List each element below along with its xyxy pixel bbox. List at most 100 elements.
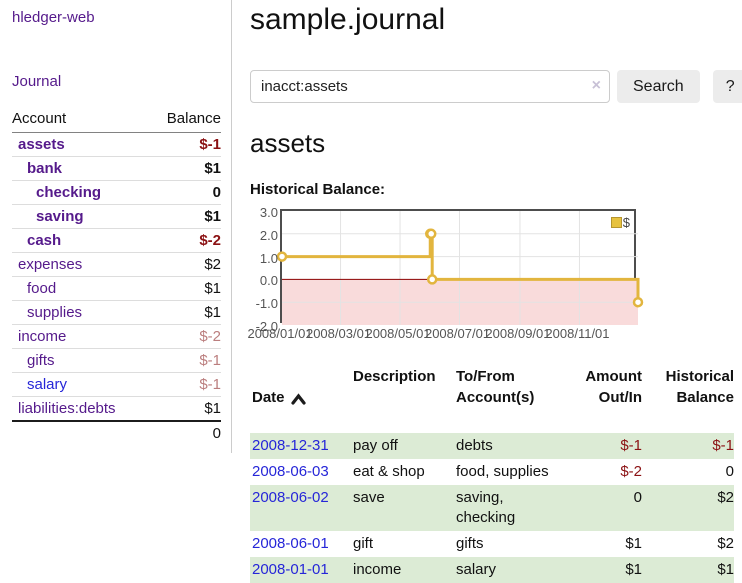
account-balance: $-2: [199, 328, 221, 345]
transaction-row[interactable]: 2008-12-31 pay off debts $-1 $-1: [250, 433, 734, 459]
account-balance: $1: [204, 304, 221, 321]
transaction-description: pay off: [353, 437, 398, 454]
account-balance: $1: [204, 160, 221, 177]
sidebar-item-journal[interactable]: Journal: [12, 73, 62, 90]
account-balance: $1: [204, 400, 221, 417]
legend-swatch-icon: [610, 217, 622, 228]
account-balance: $2: [204, 256, 221, 273]
balance-column-header: Balance: [149, 108, 221, 133]
transaction-date-link[interactable]: 2008-06-02: [252, 489, 329, 506]
y-axis-tick-label: -2.0: [255, 319, 278, 334]
account-link-salary[interactable]: salary: [27, 376, 68, 393]
transaction-date-link[interactable]: 2008-12-31: [252, 437, 329, 454]
transaction-date-link[interactable]: 2008-06-01: [252, 535, 329, 552]
description-column-header: Description: [353, 368, 436, 385]
chart-label: Historical Balance:: [250, 181, 386, 198]
sort-ascending-icon: [290, 392, 306, 405]
y-axis-tick-label: 3.0: [259, 205, 278, 220]
account-balance: $-1: [199, 376, 221, 393]
chart-canvas: [276, 211, 644, 325]
legend-label: $: [622, 215, 630, 230]
transaction-balance: $-1: [712, 437, 734, 454]
balance-chart: $ 3.0 2.0 1.0 0.0 -1.0 -2.0 2008/01/01 2008/03…: [247, 206, 742, 341]
x-axis-tick-label: 2008/09/01: [485, 326, 551, 341]
transaction-description: save: [353, 489, 385, 506]
help-button[interactable]: ?: [712, 70, 742, 103]
account-link-saving[interactable]: saving: [36, 208, 84, 225]
account-tree-body: assets $-1 bank $1 checking 0 saving $1 cash $-2 e…: [12, 133, 221, 422]
register-table-body: 2008-12-31 pay off debts $-1 $-1 2008-06-03 ea…: [250, 433, 734, 583]
transaction-date-link[interactable]: 2008-06-03: [252, 463, 329, 480]
account-link-supplies[interactable]: supplies: [27, 304, 83, 321]
chart-plot-area: $ 3.0 2.0 1.0 0.0 -1.0 -2.0: [256, 206, 644, 333]
transaction-amount: $-1: [620, 437, 642, 454]
transaction-amount: $1: [625, 561, 642, 578]
search-input[interactable]: [250, 70, 610, 103]
account-balance: $-1: [199, 352, 221, 369]
main-content: sample.journal × Search ? assets Histori…: [232, 0, 742, 583]
account-column-header: Account: [12, 108, 150, 133]
account-link-food[interactable]: food: [27, 280, 57, 297]
transaction-date-link[interactable]: 2008-01-01: [252, 561, 329, 578]
transaction-amount: $1: [625, 535, 642, 552]
page-title: sample.journal: [250, 3, 446, 36]
transaction-description: eat & shop: [353, 463, 425, 480]
search-button[interactable]: Search: [617, 70, 700, 103]
transaction-row[interactable]: 2008-06-03 eat & shop food, supplies $-2 0: [250, 459, 734, 485]
account-row: supplies $1: [12, 300, 221, 325]
y-axis-tick-label: 1.0: [259, 250, 278, 266]
transaction-balance: $1: [717, 561, 734, 578]
account-link-assets[interactable]: assets: [18, 136, 65, 153]
account-row: food $1: [12, 276, 221, 301]
chart-legend: $: [610, 215, 630, 230]
account-page-title: assets: [250, 128, 326, 158]
chart-x-axis-labels: 2008/01/01 2008/03/01 2008/05/01 2008/07/01…: [247, 323, 636, 341]
account-link-gifts[interactable]: gifts: [27, 352, 55, 369]
account-row: saving $1: [12, 204, 221, 229]
transaction-description: income: [353, 561, 402, 578]
y-axis-tick-label: -1.0: [255, 296, 278, 312]
x-axis-tick-label: 2008/03/01: [305, 326, 372, 341]
amount-column-header: Amount Out/In: [585, 368, 642, 406]
transaction-accounts: debts: [456, 437, 493, 454]
account-balance: $1: [204, 208, 221, 225]
accounts-column-header: To/From Account(s): [456, 368, 535, 406]
transaction-accounts: saving, checking: [456, 489, 516, 526]
balance-column-header-main: Historical Balance: [665, 368, 734, 406]
transaction-description: gift: [353, 535, 374, 552]
account-balance: $1: [204, 280, 221, 297]
account-link-expenses[interactable]: expenses: [18, 256, 83, 273]
account-row: income $-2: [12, 324, 221, 349]
x-axis-tick-label: 2008/01/01: [247, 326, 313, 341]
account-balance: $-1: [199, 136, 221, 153]
account-balance: 0: [212, 184, 221, 201]
x-axis-tick-label: 2008/11/01: [545, 326, 610, 341]
account-link-checking[interactable]: checking: [36, 184, 102, 201]
account-total-row: 0: [12, 421, 221, 445]
x-axis-tick-label: 2008/05/01: [365, 326, 431, 341]
date-column-header[interactable]: Date: [252, 389, 285, 406]
account-link-liabilities-debts[interactable]: liabilities:debts: [18, 400, 116, 417]
account-row: cash $-2: [12, 228, 221, 253]
transaction-balance: $2: [717, 489, 734, 506]
transaction-amount: $-2: [620, 463, 642, 480]
transaction-accounts: gifts: [456, 535, 484, 552]
account-link-cash[interactable]: cash: [27, 232, 62, 249]
search-box: ×: [250, 70, 610, 103]
y-axis-tick-label: 0.0: [259, 273, 278, 289]
app-title-link[interactable]: hledger-web: [12, 9, 95, 26]
x-axis-tick-label: 2008/07/01: [424, 326, 491, 341]
transaction-accounts: salary: [456, 561, 497, 578]
transaction-row[interactable]: 2008-06-02 save saving, checking 0 $2: [250, 485, 734, 531]
transaction-row[interactable]: 2008-01-01 income salary $1 $1: [250, 557, 734, 583]
account-link-bank[interactable]: bank: [27, 160, 63, 177]
account-row: assets $-1: [12, 133, 221, 157]
account-row: liabilities:debts $1: [12, 396, 221, 422]
clear-search-icon[interactable]: ×: [591, 77, 601, 94]
transaction-accounts: food, supplies: [456, 463, 549, 480]
account-tree-table: Account Balance assets $-1 bank $1 checking 0…: [12, 108, 221, 445]
account-link-income[interactable]: income: [18, 328, 67, 345]
search-form: × Search ?: [250, 70, 742, 103]
transaction-row[interactable]: 2008-06-01 gift gifts $1 $2: [250, 531, 734, 557]
